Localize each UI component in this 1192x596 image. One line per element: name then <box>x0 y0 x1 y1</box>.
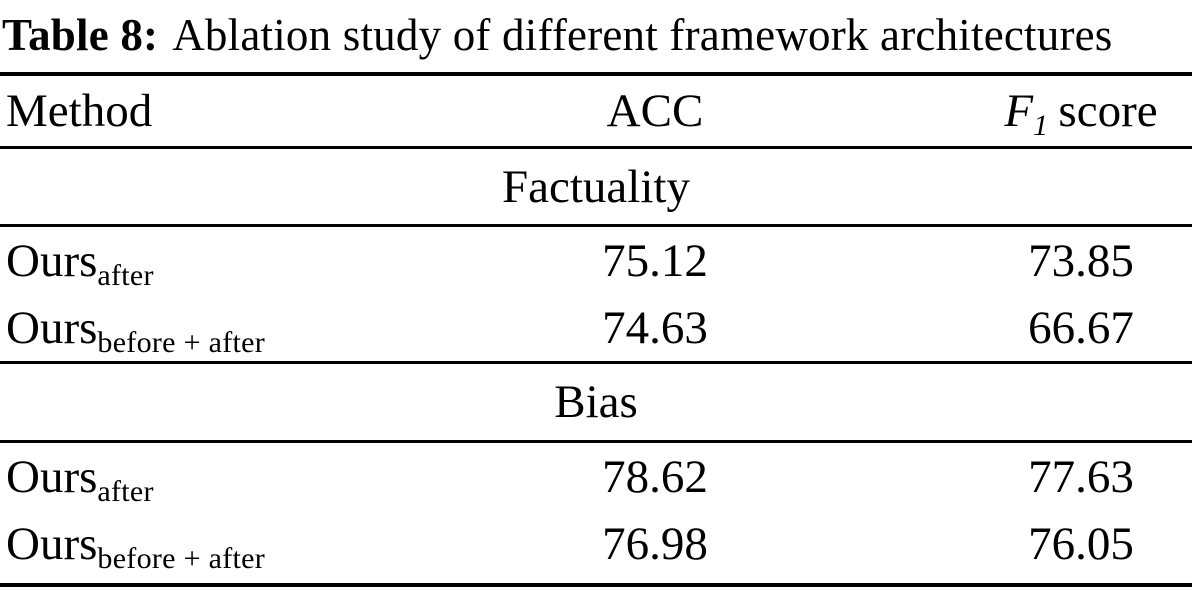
method-subscript: before + after <box>97 541 266 575</box>
method-subscript: before + after <box>97 325 266 359</box>
acc-value: 75.12 <box>602 234 708 287</box>
top-rule <box>0 72 1192 76</box>
section-header-bias: Bias <box>0 364 1192 440</box>
method-base: Ours <box>6 301 98 354</box>
method-subscript: after <box>97 258 154 292</box>
section-title: Factuality <box>502 160 690 213</box>
f1-value: 77.63 <box>1028 450 1134 503</box>
table-row: Oursbefore + after 74.63 66.67 <box>0 294 1192 361</box>
table-row: Oursbefore + after 76.98 76.05 <box>0 510 1192 577</box>
table-row: Oursafter 75.12 73.85 <box>0 227 1192 294</box>
method-base: Ours <box>6 450 98 503</box>
section-header-factuality: Factuality <box>0 149 1192 224</box>
table-caption: Table 8: Ablation study of different fram… <box>0 0 1192 72</box>
method-cell: Oursafter <box>0 450 440 507</box>
header-f1-subscript: 1 <box>1033 109 1049 142</box>
f1-value: 73.85 <box>1028 234 1134 287</box>
method-cell: Oursbefore + after <box>0 517 440 574</box>
table-caption-text: Ablation study of different framework ar… <box>172 10 1113 60</box>
header-acc: ACC <box>606 85 704 137</box>
table-row: Oursafter 78.62 77.63 <box>0 443 1192 510</box>
acc-value: 78.62 <box>602 450 708 503</box>
table-header-row: Method ACC F1 score <box>0 76 1192 146</box>
acc-value: 76.98 <box>602 517 708 570</box>
method-base: Ours <box>6 517 98 570</box>
f1-value: 66.67 <box>1028 301 1134 354</box>
factuality-divider-rule <box>0 224 1192 227</box>
section-divider-rule <box>0 361 1192 364</box>
header-f1-score: F1 score <box>870 84 1192 141</box>
header-divider-rule <box>0 146 1192 149</box>
method-cell: Oursafter <box>0 234 440 291</box>
bottom-rule <box>0 583 1192 587</box>
bias-divider-rule <box>0 440 1192 443</box>
table-caption-label: Table 8: <box>2 10 159 60</box>
method-cell: Oursbefore + after <box>0 301 440 358</box>
header-f1-symbol: F <box>1004 85 1034 137</box>
f1-value: 76.05 <box>1028 517 1134 570</box>
method-base: Ours <box>6 234 98 287</box>
method-subscript: after <box>97 474 154 508</box>
header-f1-score-word: score <box>1058 85 1158 137</box>
acc-value: 74.63 <box>602 301 708 354</box>
section-title: Bias <box>554 376 638 428</box>
header-method: Method <box>6 85 153 137</box>
